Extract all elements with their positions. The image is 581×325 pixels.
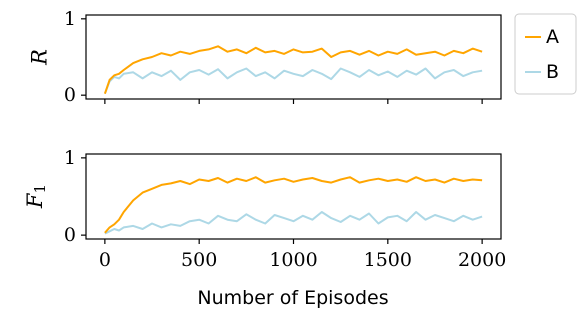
ylabel-bottom: F1	[23, 184, 50, 209]
legend: A B	[514, 13, 577, 95]
xlabel: Number of Episodes	[197, 287, 388, 309]
xtick-label: 0	[99, 249, 111, 271]
panel-bottom: 01 0 500 1000 1500 2000 F1	[23, 147, 507, 271]
series-line-b	[104, 211, 483, 235]
series-line-a	[103, 45, 483, 95]
yticks-bottom: 01	[64, 147, 86, 246]
ylabel-top: R	[28, 49, 52, 66]
yticks-top: 01	[64, 8, 86, 106]
series-line-b	[103, 67, 483, 95]
xticks-bottom: 0 500 1000 1500 2000	[99, 239, 506, 271]
ytick-label: 0	[64, 224, 76, 246]
series-lines-bottom	[104, 176, 483, 235]
xtick-label: 1000	[269, 249, 317, 271]
series-line-a	[104, 176, 483, 234]
legend-frame	[514, 13, 577, 95]
xticks-top	[104, 99, 483, 104]
xtick-label: 2000	[458, 249, 506, 271]
series-lines-top	[103, 45, 483, 95]
legend-label-a: A	[546, 26, 559, 48]
ytick-label: 1	[64, 8, 76, 30]
panel-top: 01 R	[28, 8, 502, 106]
xtick-label: 500	[181, 249, 217, 271]
legend-label-b: B	[546, 61, 559, 83]
xtick-label: 1500	[364, 249, 412, 271]
ytick-label: 0	[64, 84, 76, 106]
ytick-label: 1	[64, 147, 76, 169]
